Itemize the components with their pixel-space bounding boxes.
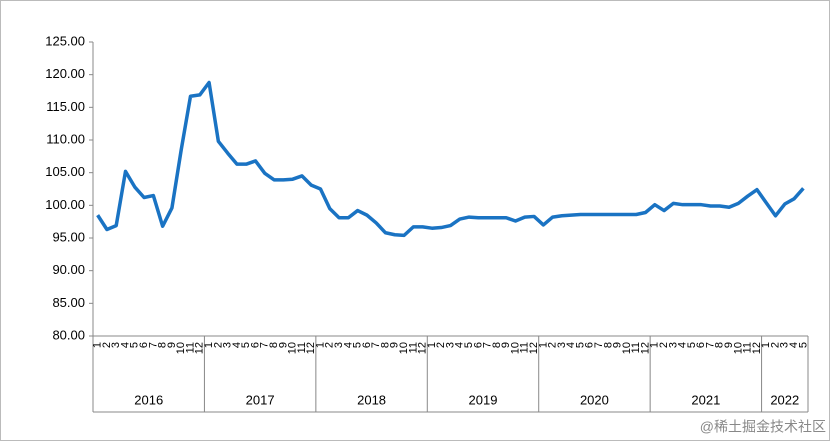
y-tick-label: 115.00 <box>46 99 85 114</box>
x-tick-label: 1 <box>203 342 215 348</box>
x-tick-label: 9 <box>277 342 289 348</box>
x-tick-label: 4 <box>677 342 689 348</box>
y-tick-label: 95.00 <box>52 229 85 244</box>
x-tick-label: 5 <box>240 342 252 348</box>
x-tick-label: 2 <box>658 342 670 348</box>
x-tick-label: 7 <box>147 342 159 348</box>
x-tick-label: 3 <box>333 342 345 348</box>
x-tick-label: 1 <box>537 342 549 348</box>
x-tick-label: 12 <box>751 342 763 354</box>
x-tick-label: 6 <box>695 342 707 348</box>
x-tick-label: 4 <box>342 342 354 348</box>
x-tick-label: 3 <box>667 342 679 348</box>
x-tick-label: 11 <box>742 342 754 353</box>
x-tick-label: 3 <box>222 342 234 348</box>
x-tick-label: 7 <box>704 342 716 348</box>
x-tick-label: 11 <box>519 342 531 353</box>
year-label: 2016 <box>134 392 163 407</box>
x-tick-label: 12 <box>305 342 317 354</box>
year-label: 2021 <box>691 392 720 407</box>
x-tick-label: 4 <box>788 342 800 348</box>
x-tick-label: 2 <box>212 342 224 348</box>
x-tick-label: 9 <box>166 342 178 348</box>
x-tick-label: 10 <box>287 342 299 354</box>
x-tick-label: 8 <box>157 342 169 348</box>
x-tick-label: 10 <box>175 342 187 354</box>
x-tick-label: 10 <box>621 342 633 354</box>
x-tick-label: 8 <box>602 342 614 348</box>
x-tick-label: 10 <box>509 342 521 354</box>
y-tick-label: 100.00 <box>45 197 85 212</box>
x-tick-label: 11 <box>407 342 419 353</box>
x-tick-label: 4 <box>454 342 466 348</box>
x-tick-label: 6 <box>361 342 373 348</box>
x-tick-label: 8 <box>491 342 503 348</box>
x-tick-label: 4 <box>231 342 243 348</box>
y-tick-label: 80.00 <box>52 327 85 342</box>
data-line <box>96 80 805 238</box>
x-tick-label: 1 <box>649 342 661 348</box>
x-tick-label: 7 <box>259 342 271 348</box>
y-tick-label: 110.00 <box>46 131 85 146</box>
x-tick-label: 12 <box>417 342 429 354</box>
x-tick-label: 8 <box>714 342 726 348</box>
x-tick-label: 5 <box>574 342 586 348</box>
x-tick-label: 9 <box>389 342 401 348</box>
x-tick-label: 8 <box>268 342 280 348</box>
y-tick-label: 105.00 <box>45 164 85 179</box>
x-tick-label: 12 <box>194 342 206 354</box>
x-tick-label: 5 <box>129 342 141 348</box>
x-tick-label: 2 <box>101 342 113 348</box>
x-tick-label: 5 <box>686 342 698 348</box>
x-tick-label: 3 <box>110 342 122 348</box>
x-tick-label: 2 <box>769 342 781 348</box>
x-tick-label: 3 <box>556 342 568 348</box>
x-tick-label: 11 <box>296 342 308 353</box>
x-tick-label: 12 <box>528 342 540 354</box>
x-tick-label: 12 <box>639 342 651 354</box>
year-label: 2019 <box>469 392 498 407</box>
x-tick-label: 2 <box>435 342 447 348</box>
x-tick-label: 6 <box>584 342 596 348</box>
x-tick-label: 10 <box>732 342 744 354</box>
x-tick-label: 7 <box>482 342 494 348</box>
x-tick-label: 9 <box>500 342 512 348</box>
y-tick-label: 120.00 <box>45 66 85 81</box>
year-label: 2020 <box>580 392 609 407</box>
y-tick-label: 85.00 <box>52 295 85 310</box>
x-tick-label: 9 <box>723 342 735 348</box>
x-tick-label: 9 <box>612 342 624 348</box>
x-tick-label: 7 <box>593 342 605 348</box>
x-tick-label: 6 <box>472 342 484 348</box>
y-tick-label: 125.00 <box>45 33 85 48</box>
x-tick-label: 11 <box>630 342 642 353</box>
x-tick-label: 7 <box>370 342 382 348</box>
x-tick-label: 11 <box>184 342 196 353</box>
year-label: 2017 <box>246 392 275 407</box>
x-tick-label: 4 <box>565 342 577 348</box>
watermark: @稀土掘金技术社区 <box>700 419 826 435</box>
year-label: 2022 <box>770 392 799 407</box>
x-tick-label: 5 <box>463 342 475 348</box>
x-tick-label: 1 <box>426 342 438 348</box>
x-tick-label: 3 <box>779 342 791 348</box>
x-tick-label: 6 <box>138 342 150 348</box>
x-tick-label: 8 <box>379 342 391 348</box>
x-tick-label: 1 <box>760 342 772 348</box>
x-tick-label: 5 <box>797 342 809 348</box>
x-tick-label: 2 <box>324 342 336 348</box>
x-tick-label: 5 <box>352 342 364 348</box>
year-label: 2018 <box>357 392 386 407</box>
x-tick-label: 10 <box>398 342 410 354</box>
x-tick-label: 1 <box>314 342 326 348</box>
x-tick-label: 6 <box>249 342 261 348</box>
x-tick-label: 4 <box>119 342 131 348</box>
x-tick-label: 2 <box>547 342 559 348</box>
x-tick-label: 1 <box>92 342 104 348</box>
x-tick-label: 3 <box>444 342 456 348</box>
y-tick-label: 90.00 <box>52 262 85 277</box>
